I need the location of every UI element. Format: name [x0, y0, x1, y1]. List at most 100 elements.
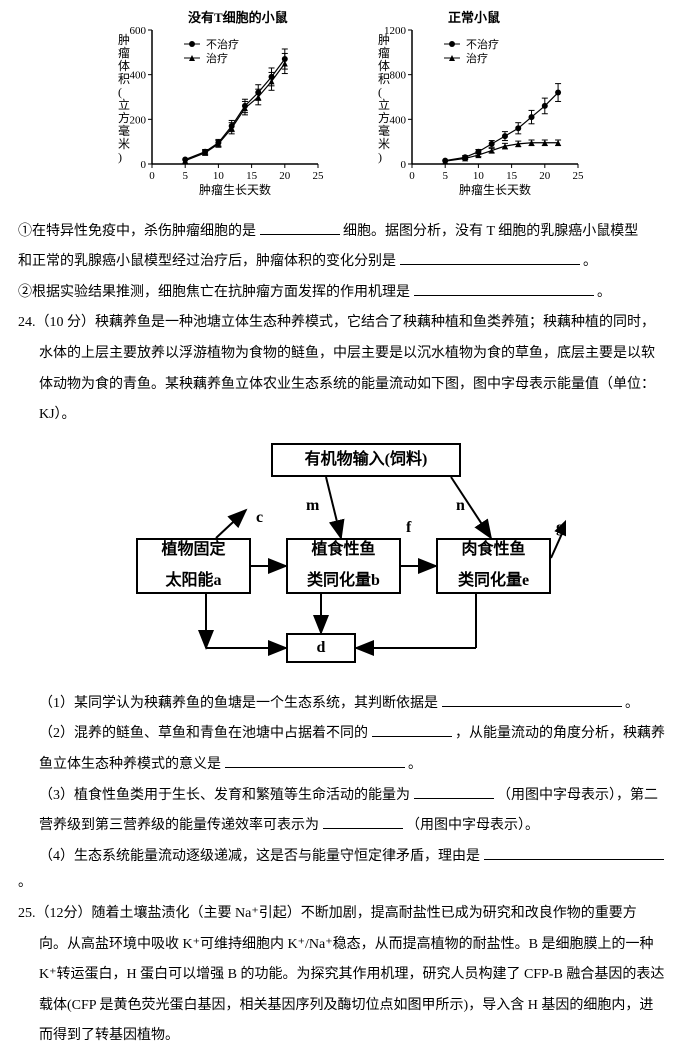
flow-node-b: 植食性鱼 类同化量b [286, 538, 401, 594]
flow-node-a: 植物固定 太阳能a [136, 538, 251, 594]
flow-label-n: n [456, 491, 465, 521]
svg-text:积: 积 [378, 72, 390, 86]
txt: （2）混养的鲢鱼、草鱼和青鱼在池塘中占据着不同的 [39, 726, 368, 741]
txt: KJ）。 [39, 407, 76, 422]
flow-label-c: c [256, 503, 263, 533]
blank [414, 280, 594, 295]
txt: 向。从高盐环境中吸收 K⁺可维持细胞内 K⁺/Na⁺稳态，从而提高植物的耐盐性。… [39, 937, 653, 952]
txt: （3）植食性鱼类用于生长、发育和繁殖等生命活动的能量为 [39, 788, 410, 803]
svg-text:毫: 毫 [118, 123, 130, 138]
blank [414, 783, 494, 798]
txt: 和正常的乳腺癌小鼠模型经过治疗后，肿瘤体积的变化分别是 [18, 254, 396, 269]
q25-b3: 载体(CFP 是黄色荧光蛋白基因，相关基因序列及酶切位点如图甲所示)，导入含 H… [18, 993, 674, 1020]
txt: 。 [597, 285, 611, 300]
txt: 而得到了转基因植物。 [39, 1028, 179, 1043]
txt: 鱼立体生态种养模式的意义是 [39, 757, 221, 772]
txt: K⁺转运蛋白，H 蛋白可以增强 B 的功能。为探究其作用机理，研究人员构建了 C… [39, 967, 664, 982]
txt: 25.（12分）随着土壤盐渍化（主要 Na⁺引起）不断加剧，提高耐盐性已成为研究… [18, 906, 637, 921]
flow-label-g: g [556, 513, 564, 543]
q24-p1: （1）某同学认为秧藕养鱼的鱼塘是一个生态系统，其判断依据是 。 [18, 691, 674, 718]
svg-text:25: 25 [313, 170, 325, 182]
txt: （4）生态系统能量流动逐级递减，这是否与能量守恒定律矛盾，理由是 [39, 849, 480, 864]
svg-text:800: 800 [390, 70, 407, 82]
svg-text:20: 20 [539, 170, 551, 182]
svg-text:方: 方 [118, 110, 130, 125]
svg-text:): ) [378, 150, 382, 164]
txt: 24.（10 分）秧藕养鱼是一种池塘立体生态种养模式，它结合了秧藕种植和鱼类养殖… [18, 315, 655, 330]
txt: ①在特异性免疫中，杀伤肿瘤细胞的是 [18, 224, 256, 239]
svg-text:15: 15 [506, 170, 517, 182]
svg-text:0: 0 [409, 170, 415, 182]
svg-text:没有T细胞的小鼠: 没有T细胞的小鼠 [188, 10, 288, 25]
svg-text:10: 10 [213, 170, 225, 182]
flowchart-wrap: 有机物输入(饲料)植物固定 太阳能a植食性鱼 类同化量b肉食性鱼 类同化量edc… [18, 443, 674, 673]
svg-text:400: 400 [390, 114, 407, 126]
q24-p2a: （2）混养的鲢鱼、草鱼和青鱼在池塘中占据着不同的 ，从能量流动的角度分析，秧藕养 [18, 721, 674, 748]
svg-text:5: 5 [442, 170, 448, 182]
q24-p3b: 营养级到第三营养级的能量传递效率可表示为 （用图中字母表示）。 [18, 813, 674, 840]
svg-text:米: 米 [378, 137, 390, 151]
txt: ，从能量流动的角度分析，秧藕养 [455, 726, 665, 741]
charts-row: 05101520250200400600没有T细胞的小鼠肿瘤体积(立方毫米)肿瘤… [18, 8, 674, 209]
flow-node-d: d [286, 633, 356, 663]
svg-text:毫: 毫 [378, 123, 390, 138]
txt: ②根据实验结果推测，细胞焦亡在抗肿瘤方面发挥的作用机理是 [18, 285, 410, 300]
blank [260, 219, 340, 234]
svg-text:治疗: 治疗 [466, 51, 488, 65]
blank [400, 250, 580, 265]
svg-text:立: 立 [118, 97, 130, 112]
svg-text:15: 15 [246, 170, 258, 182]
q-pre-line1: ①在特异性免疫中，杀伤肿瘤细胞的是 细胞。据图分析，没有 T 细胞的乳腺癌小鼠模… [18, 219, 674, 246]
q24-body2: 体动物为食的青鱼。某秧藕养鱼立体农业生态系统的能量流动如下图，图中字母表示能量值… [18, 372, 674, 399]
svg-text:立: 立 [378, 97, 390, 112]
svg-text:25: 25 [573, 170, 585, 182]
q24-head: 24.（10 分）秧藕养鱼是一种池塘立体生态种养模式，它结合了秧藕种植和鱼类养殖… [18, 310, 674, 337]
txt: （1）某同学认为秧藕养鱼的鱼塘是一个生态系统，其判断依据是 [39, 696, 438, 711]
txt: 。 [583, 254, 597, 269]
svg-text:0: 0 [401, 159, 407, 171]
txt: （用图中字母表示）。 [406, 818, 539, 833]
svg-text:方: 方 [378, 110, 390, 125]
txt: 。 [18, 875, 32, 890]
svg-text:0: 0 [149, 170, 155, 182]
svg-text:): ) [118, 150, 122, 164]
svg-text:肿: 肿 [118, 32, 130, 47]
svg-text:不治疗: 不治疗 [466, 37, 499, 51]
svg-text:(: ( [378, 85, 382, 99]
txt: 。 [408, 757, 422, 772]
svg-text:600: 600 [130, 25, 147, 37]
q24-body1: 水体的上层主要放养以浮游植物为食物的鲢鱼，中层主要是以沉水植物为食的草鱼，底层主… [18, 341, 674, 368]
q24-p4: （4）生态系统能量流动逐级递减，这是否与能量守恒定律矛盾，理由是 。 [18, 844, 674, 897]
flow-label-f: f [406, 513, 411, 543]
svg-text:肿瘤生长天数: 肿瘤生长天数 [199, 182, 271, 197]
q25-b1: 向。从高盐环境中吸收 K⁺可维持细胞内 K⁺/Na⁺稳态，从而提高植物的耐盐性。… [18, 932, 674, 959]
blank [225, 753, 405, 768]
svg-text:体: 体 [118, 59, 130, 73]
blank [442, 691, 622, 706]
flow-node-top: 有机物输入(饲料) [271, 443, 461, 477]
svg-text:肿: 肿 [378, 32, 390, 47]
txt: 水体的上层主要放养以浮游植物为食物的鲢鱼，中层主要是以沉水植物为食的草鱼，底层主… [39, 346, 655, 361]
blank [484, 844, 664, 859]
svg-text:不治疗: 不治疗 [206, 37, 239, 51]
txt: 。 [625, 696, 639, 711]
svg-text:治疗: 治疗 [206, 51, 228, 65]
svg-text:瘤: 瘤 [378, 45, 390, 60]
blank [372, 722, 452, 737]
svg-text:0: 0 [141, 159, 147, 171]
blank [323, 814, 403, 829]
chart-right: 051015202504008001200正常小鼠肿瘤体积(立方毫米)肿瘤生长天… [366, 8, 586, 209]
q25-b4: 而得到了转基因植物。 [18, 1023, 674, 1050]
q24-p3a: （3）植食性鱼类用于生长、发育和繁殖等生命活动的能量为 （用图中字母表示），第二 [18, 783, 674, 810]
energy-flowchart: 有机物输入(饲料)植物固定 太阳能a植食性鱼 类同化量b肉食性鱼 类同化量edc… [136, 443, 556, 673]
svg-text:米: 米 [118, 137, 130, 151]
q24-p2b: 鱼立体生态种养模式的意义是 。 [18, 752, 674, 779]
flow-label-m: m [306, 491, 319, 521]
q-pre-line2: 和正常的乳腺癌小鼠模型经过治疗后，肿瘤体积的变化分别是 。 [18, 249, 674, 276]
txt: 载体(CFP 是黄色荧光蛋白基因，相关基因序列及酶切位点如图甲所示)，导入含 H… [39, 998, 653, 1013]
q24-body3: KJ）。 [18, 402, 674, 429]
txt: 营养级到第三营养级的能量传递效率可表示为 [39, 818, 319, 833]
svg-text:积: 积 [118, 72, 130, 86]
svg-text:(: ( [118, 85, 122, 99]
svg-text:正常小鼠: 正常小鼠 [448, 10, 500, 25]
